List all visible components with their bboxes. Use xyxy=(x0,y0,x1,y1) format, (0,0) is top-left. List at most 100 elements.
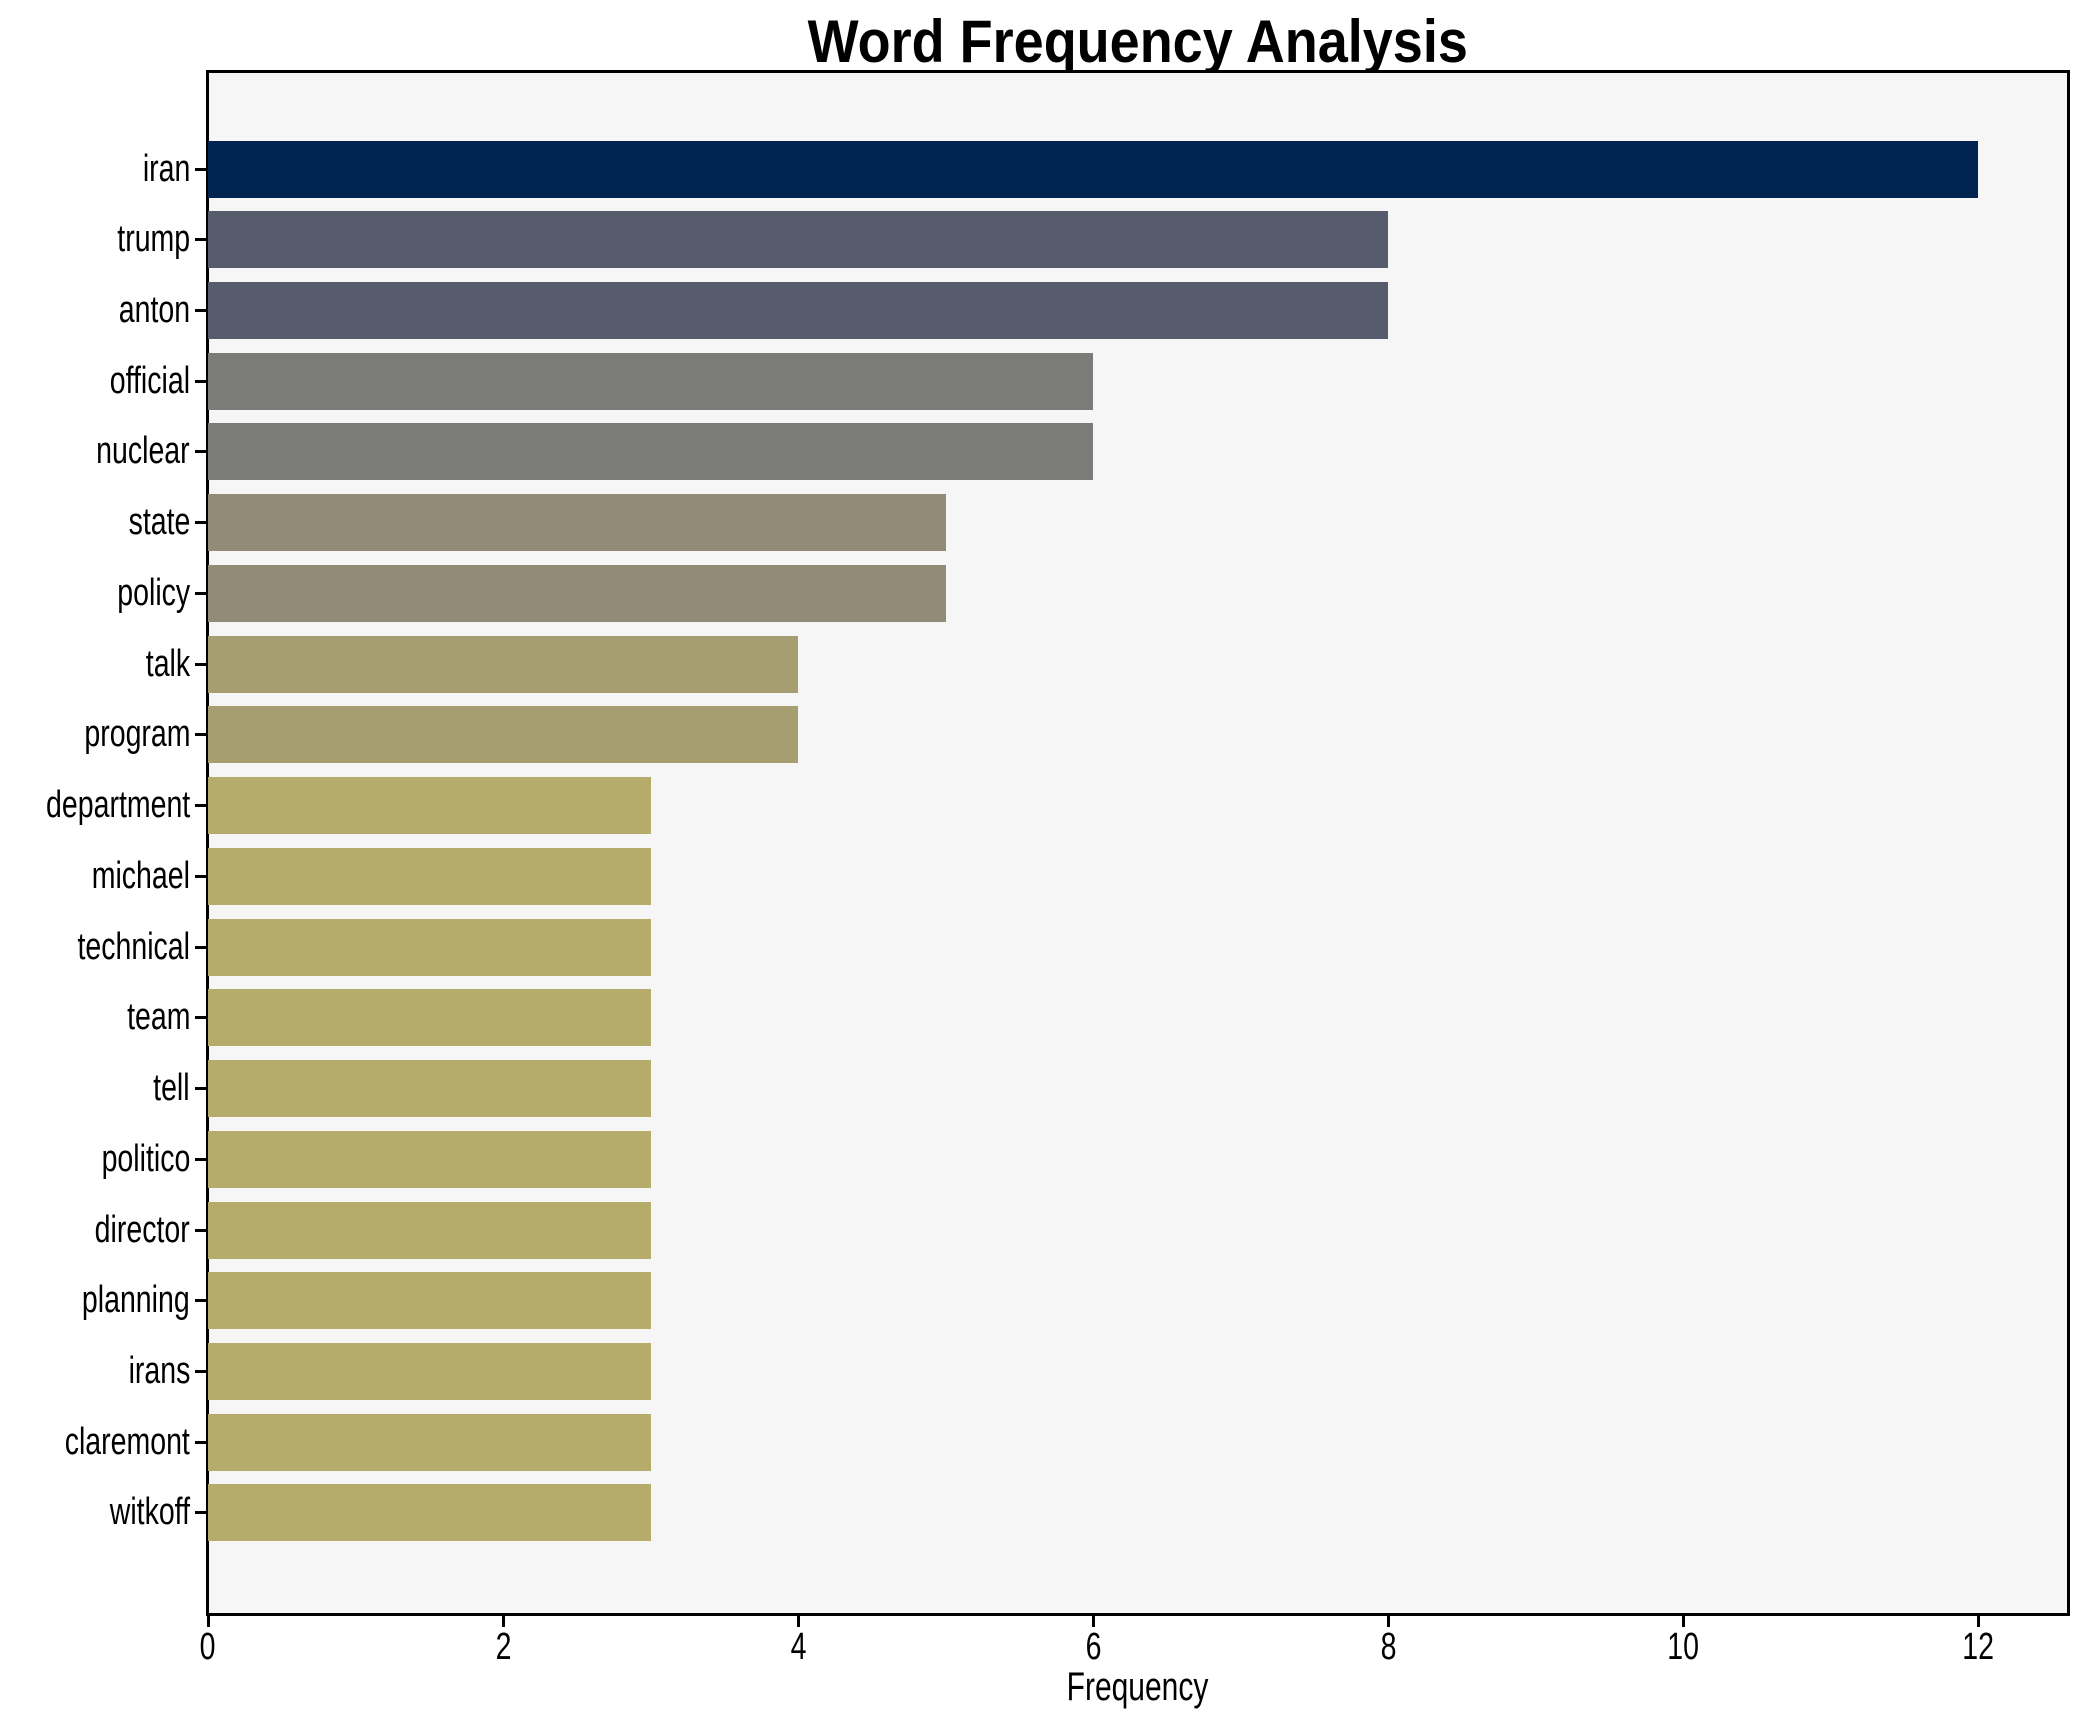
y-tick-label-tell: tell xyxy=(0,1060,190,1117)
x-tick-label-2: 2 xyxy=(423,1626,583,1668)
x-tick-mark xyxy=(1976,1613,1980,1627)
x-tick-mark xyxy=(1091,1613,1095,1627)
x-tick-label-4: 4 xyxy=(718,1626,878,1668)
x-tick-label-text: 0 xyxy=(200,1626,216,1668)
y-tick-label-text: talk xyxy=(145,642,190,685)
x-tick-mark xyxy=(796,1613,800,1627)
y-tick-label-witkoff: witkoff xyxy=(0,1484,190,1541)
x-tick-label-text: 8 xyxy=(1380,1626,1397,1668)
bar-trump xyxy=(208,211,1389,269)
bar-iran xyxy=(208,140,1979,198)
y-tick-label-text: anton xyxy=(118,288,190,331)
y-tick-label-text: nuclear xyxy=(96,430,190,473)
y-tick-label-text: policy xyxy=(117,571,190,614)
y-tick-label-text: irans xyxy=(128,1350,190,1393)
y-tick-label-nuclear: nuclear xyxy=(0,423,190,480)
bar-claremont xyxy=(208,1413,651,1471)
x-tick-mark xyxy=(1386,1613,1390,1627)
bar-policy xyxy=(208,564,946,622)
y-tick-mark xyxy=(195,308,208,312)
y-tick-label-text: politico xyxy=(101,1137,190,1180)
y-tick-mark xyxy=(195,591,208,595)
x-tick-label-text: 12 xyxy=(1962,1626,1995,1668)
y-tick-label-anton: anton xyxy=(0,282,190,339)
x-tick-label-0: 0 xyxy=(128,1626,288,1668)
y-tick-mark xyxy=(195,379,208,383)
y-tick-label-planning: planning xyxy=(0,1272,190,1329)
y-tick-label-official: official xyxy=(0,353,190,410)
y-tick-label-director: director xyxy=(0,1202,190,1259)
y-tick-label-text: department xyxy=(45,784,190,827)
y-tick-label-state: state xyxy=(0,494,190,551)
x-tick-label-text: 10 xyxy=(1667,1626,1700,1668)
bar-official xyxy=(208,352,1094,410)
bar-witkoff xyxy=(208,1484,651,1542)
y-tick-mark xyxy=(195,874,208,878)
x-tick-label-6: 6 xyxy=(1013,1626,1173,1668)
bar-talk xyxy=(208,635,799,693)
y-tick-label-text: michael xyxy=(91,854,190,897)
y-tick-label-text: witkoff xyxy=(109,1491,190,1534)
chart-title: Word Frequency Analysis xyxy=(208,10,2067,74)
y-tick-label-department: department xyxy=(0,777,190,834)
y-tick-label-text: team xyxy=(126,996,190,1039)
bar-nuclear xyxy=(208,423,1094,481)
y-tick-label-text: state xyxy=(128,501,190,544)
x-tick-label-text: 4 xyxy=(790,1626,807,1668)
y-tick-label-program: program xyxy=(0,706,190,763)
y-tick-label-politico: politico xyxy=(0,1131,190,1188)
y-tick-mark xyxy=(195,733,208,737)
x-tick-mark xyxy=(501,1613,505,1627)
y-tick-label-text: technical xyxy=(77,925,190,968)
bar-politico xyxy=(208,1130,651,1188)
y-tick-label-text: tell xyxy=(153,1067,190,1110)
y-tick-mark xyxy=(195,1087,208,1091)
y-tick-label-text: official xyxy=(109,359,190,402)
chart-title-text: Word Frequency Analysis xyxy=(807,8,1468,75)
x-tick-label-text: 2 xyxy=(495,1626,511,1668)
y-tick-label-text: planning xyxy=(82,1279,190,1322)
y-tick-mark xyxy=(195,1157,208,1161)
y-tick-label-text: director xyxy=(94,1208,190,1251)
y-tick-mark xyxy=(195,167,208,171)
x-axis-title: Frequency xyxy=(208,1664,2067,1710)
y-tick-label-iran: iran xyxy=(0,141,190,198)
x-axis-title-text: Frequency xyxy=(1066,1665,1209,1709)
y-tick-label-text: claremont xyxy=(64,1420,190,1463)
y-tick-label-technical: technical xyxy=(0,919,190,976)
bar-state xyxy=(208,494,946,552)
y-tick-mark xyxy=(195,1299,208,1303)
y-tick-mark xyxy=(195,238,208,242)
y-tick-mark xyxy=(195,1440,208,1444)
x-tick-label-text: 6 xyxy=(1085,1626,1102,1668)
y-tick-mark xyxy=(195,662,208,666)
y-tick-mark xyxy=(195,450,208,454)
y-tick-mark xyxy=(195,945,208,949)
bar-team xyxy=(208,989,651,1047)
x-tick-mark xyxy=(206,1613,210,1627)
y-tick-mark xyxy=(195,1511,208,1515)
y-tick-label-text: trump xyxy=(117,218,190,261)
y-tick-label-michael: michael xyxy=(0,848,190,905)
bar-director xyxy=(208,1201,651,1259)
bar-irans xyxy=(208,1343,651,1401)
bar-anton xyxy=(208,281,1389,339)
x-tick-label-10: 10 xyxy=(1603,1626,1763,1668)
bar-program xyxy=(208,706,799,764)
y-tick-mark xyxy=(195,1228,208,1232)
y-tick-label-policy: policy xyxy=(0,565,190,622)
bar-department xyxy=(208,777,651,835)
y-tick-mark xyxy=(195,1370,208,1374)
bar-michael xyxy=(208,847,651,905)
bar-tell xyxy=(208,1060,651,1118)
x-tick-label-8: 8 xyxy=(1308,1626,1468,1668)
y-tick-label-team: team xyxy=(0,989,190,1046)
x-tick-label-12: 12 xyxy=(1898,1626,2058,1668)
bar-planning xyxy=(208,1272,651,1330)
y-tick-mark xyxy=(195,521,208,525)
y-tick-label-trump: trump xyxy=(0,211,190,268)
bar-technical xyxy=(208,918,651,976)
x-tick-mark xyxy=(1681,1613,1685,1627)
y-tick-label-text: iran xyxy=(142,147,190,190)
